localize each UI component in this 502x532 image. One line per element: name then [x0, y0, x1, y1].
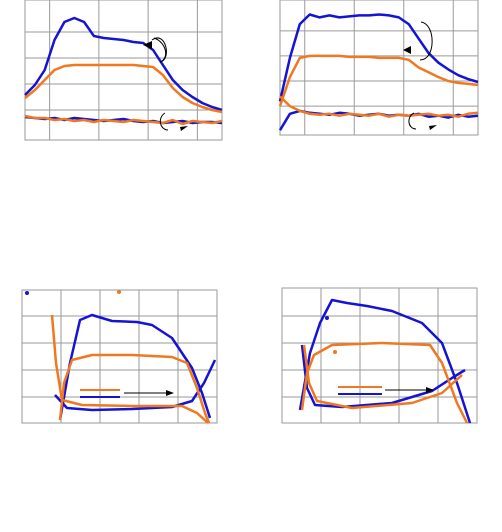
data-line [300, 341, 469, 424]
arrowhead [166, 390, 174, 396]
plot-frame [24, 0, 223, 141]
marker [325, 316, 329, 320]
loop-arrow [151, 37, 167, 63]
panel [281, 287, 478, 424]
marker [25, 291, 29, 295]
panel [24, 0, 223, 141]
plot-frame [279, 0, 479, 136]
plot-frame [21, 289, 218, 424]
arrowhead [403, 46, 411, 54]
loop-arrow [408, 112, 417, 130]
data-line [54, 359, 217, 412]
data-line [58, 353, 211, 424]
data-line [278, 13, 479, 102]
loop-arrow [419, 21, 433, 61]
data-line [278, 54, 479, 107]
plot-frame [281, 287, 478, 424]
arrowhead [180, 126, 188, 131]
panel [21, 289, 218, 424]
data-line [24, 63, 223, 114]
marker [333, 350, 337, 354]
data-line [302, 344, 463, 410]
arrowhead [143, 41, 152, 49]
data-line [279, 95, 479, 118]
marker [117, 290, 121, 294]
annotations [25, 21, 437, 398]
data-line [58, 313, 212, 421]
data-line [24, 16, 223, 112]
data-line [300, 344, 466, 409]
loop-arrow [159, 112, 169, 131]
data-line [24, 114, 223, 126]
data-line [298, 298, 472, 424]
arrowhead [426, 387, 434, 393]
panel [278, 0, 479, 136]
arrowhead [429, 125, 437, 130]
data-line [50, 314, 209, 424]
